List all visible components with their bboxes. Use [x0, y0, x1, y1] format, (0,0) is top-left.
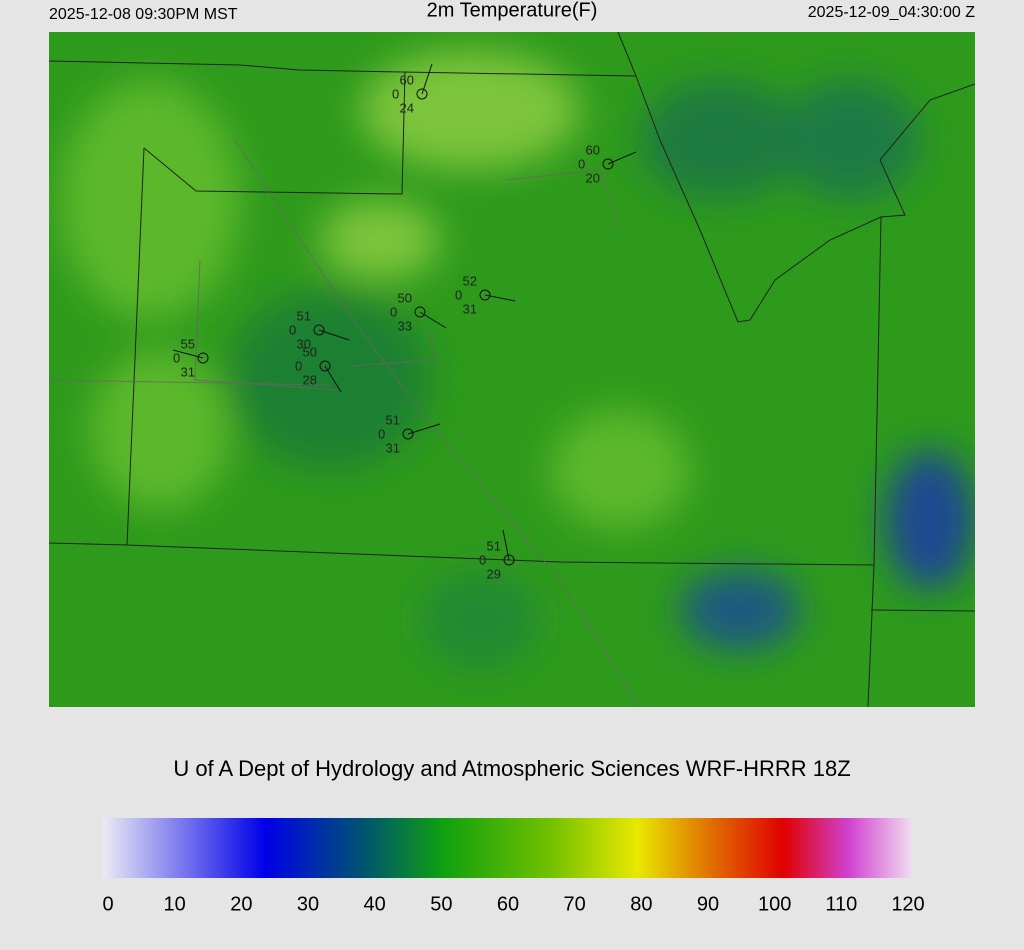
dewpoint: 31 [181, 364, 195, 379]
sky-code: 0 [578, 156, 585, 171]
temperature: 55 [181, 336, 195, 351]
sky-code: 0 [173, 350, 180, 365]
colorbar-ticks: 0 10 20 30 40 50 60 70 80 90 100 110 120 [102, 893, 924, 915]
dewpoint: 31 [463, 301, 477, 316]
colorbar-tick-label: 80 [630, 893, 652, 915]
sky-code: 0 [390, 304, 397, 319]
colorbar-tick-label: 50 [430, 893, 452, 915]
sky-code: 0 [295, 358, 302, 373]
station-circle [503, 554, 515, 566]
station-circle [313, 324, 325, 336]
dewpoint: 24 [400, 100, 414, 115]
title: 2m Temperature(F) [427, 0, 598, 21]
colorbar-tick-label: 20 [230, 893, 252, 915]
station-circle [414, 306, 426, 318]
colorbar-tick-label: 60 [497, 893, 519, 915]
temperature: 52 [463, 273, 477, 288]
temperature: 50 [303, 344, 317, 359]
dewpoint: 28 [303, 372, 317, 387]
station-plots: 6002460020520315003351030500285503151031… [172, 63, 637, 581]
wind-barb [407, 423, 441, 435]
colorbar-tick-label: 40 [364, 893, 386, 915]
colorbar-tick-label: 70 [564, 893, 586, 915]
sky-code: 0 [479, 552, 486, 567]
temperature: 60 [586, 142, 600, 157]
sky-code: 0 [392, 86, 399, 101]
colorbar [103, 818, 913, 878]
dewpoint: 33 [398, 318, 412, 333]
sky-code: 0 [378, 426, 385, 441]
dewpoint: 29 [487, 566, 501, 581]
station-circle [197, 352, 209, 364]
station-circle [416, 88, 428, 100]
station-circle [479, 289, 491, 301]
station-circle [602, 158, 614, 170]
temperature: 60 [400, 72, 414, 87]
temperature: 51 [297, 308, 311, 323]
colorbar-tick-label: 110 [825, 893, 857, 915]
colorbar-tick-label: 30 [297, 893, 319, 915]
dewpoint: 30 [297, 336, 311, 351]
sky-code: 0 [289, 322, 296, 337]
station-circle [319, 360, 331, 372]
temperature: 50 [398, 290, 412, 305]
colorbar-tick-label: 120 [891, 893, 924, 915]
temperature: 51 [386, 412, 400, 427]
forecast-time: 2025-12-09_04:30:00 Z [808, 4, 975, 21]
station-circle [402, 428, 414, 440]
colorbar-tick-label: 10 [164, 893, 186, 915]
sky-code: 0 [455, 287, 462, 302]
colorbar-tick-label: 100 [758, 893, 791, 915]
valid-time: 2025-12-08 09:30PM MST [49, 6, 238, 23]
colorbar-tick-label: 0 [102, 893, 113, 915]
dewpoint: 31 [386, 440, 400, 455]
colorbar-tick-label: 90 [697, 893, 719, 915]
dewpoint: 20 [586, 170, 600, 185]
map [49, 32, 975, 707]
credit: U of A Dept of Hydrology and Atmospheric… [173, 756, 850, 781]
temperature: 51 [487, 538, 501, 553]
